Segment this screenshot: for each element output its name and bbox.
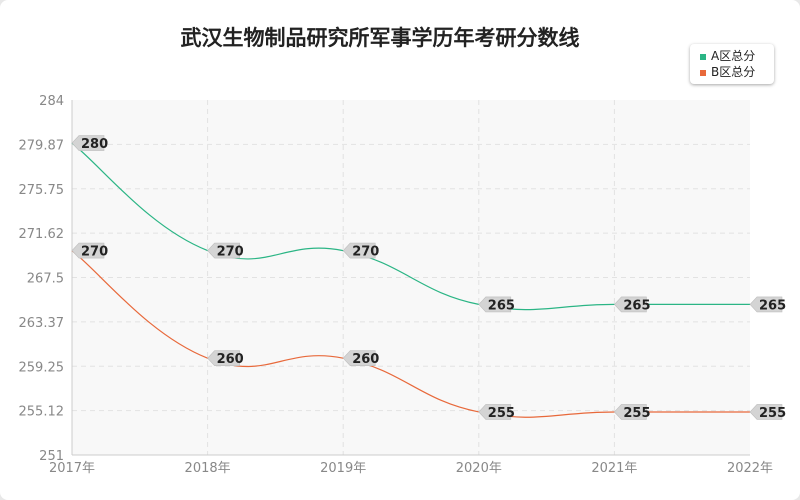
data-label: 260 xyxy=(352,352,379,367)
data-label-tag xyxy=(478,404,512,420)
legend-label-b: B区总分 xyxy=(711,65,756,79)
y-tick-label: 275.75 xyxy=(19,183,65,198)
legend: A区总分 B区总分 xyxy=(690,44,774,84)
legend-item-b[interactable]: B区总分 xyxy=(700,64,755,80)
data-label: 255 xyxy=(488,406,515,421)
y-tick-label: 259.25 xyxy=(19,360,65,375)
y-tick-label: 263.37 xyxy=(19,316,65,331)
legend-swatch-b xyxy=(700,69,706,76)
data-label-tag xyxy=(749,296,783,313)
legend-item-a[interactable]: A区总分 xyxy=(700,48,755,64)
data-label: 270 xyxy=(217,245,244,260)
data-label-tag xyxy=(71,135,105,151)
data-label: 270 xyxy=(81,245,108,260)
data-label-tag xyxy=(613,296,647,313)
data-label: 260 xyxy=(217,352,244,367)
x-tick-label: 2018年 xyxy=(185,461,231,476)
data-label-tag xyxy=(613,404,647,420)
data-label: 255 xyxy=(759,406,786,421)
legend-swatch-a xyxy=(700,53,706,60)
y-tick-label: 279.87 xyxy=(19,138,65,153)
y-tick-label: 267.5 xyxy=(27,272,64,287)
data-label-tag xyxy=(342,350,376,366)
y-tick-label: 284 xyxy=(39,94,64,109)
data-label: 265 xyxy=(759,298,786,313)
data-label: 255 xyxy=(623,406,650,421)
y-tick-label: 255.12 xyxy=(19,405,65,420)
legend-label-a: A区总分 xyxy=(711,49,756,63)
data-label: 265 xyxy=(623,298,650,313)
data-label-tag xyxy=(342,242,376,259)
data-label: 270 xyxy=(352,245,379,260)
x-tick-label: 2019年 xyxy=(320,461,366,476)
data-label-tag xyxy=(478,296,512,313)
data-label-tag xyxy=(207,350,240,366)
data-label-tag xyxy=(749,404,783,420)
x-tick-label: 2021年 xyxy=(591,461,637,476)
x-tick-label: 2022年 xyxy=(727,461,773,476)
y-tick-label: 271.62 xyxy=(19,227,65,242)
data-label: 280 xyxy=(81,137,108,152)
x-tick-label: 2017年 xyxy=(49,461,95,476)
y-tick-label: 251 xyxy=(39,449,64,464)
chart-title: 武汉生物制品研究所军事学历年考研分数线 xyxy=(180,26,580,50)
data-label-tag xyxy=(71,242,105,259)
x-tick-label: 2020年 xyxy=(456,461,502,476)
data-label-tag xyxy=(207,242,240,259)
data-label: 265 xyxy=(488,298,515,313)
